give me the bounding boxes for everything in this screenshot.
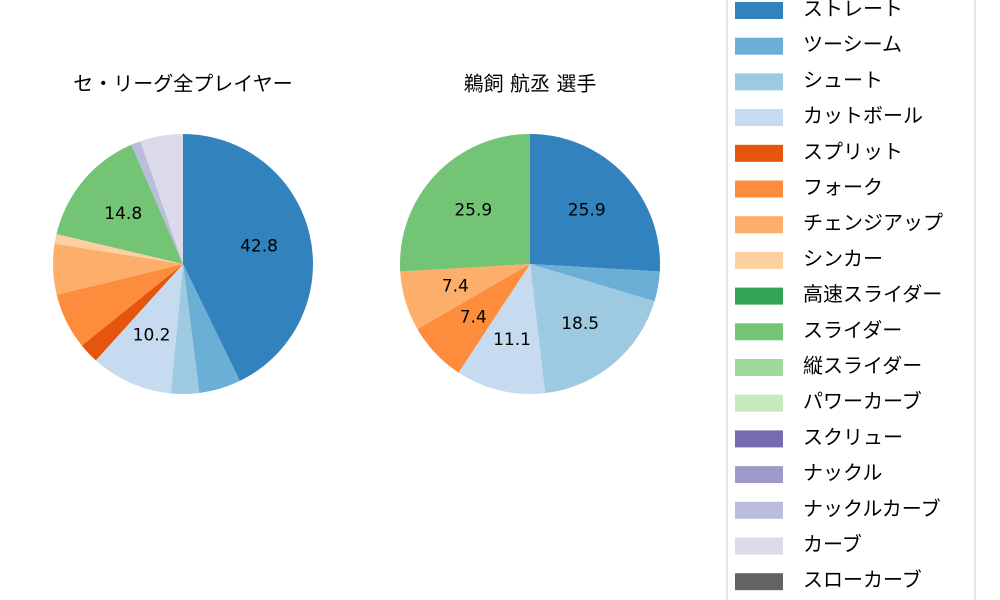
pie-slice (400, 264, 530, 329)
legend-label: カットボール (803, 104, 923, 128)
legend-label: 高速スライダー (803, 282, 942, 306)
legend-swatch (735, 394, 783, 412)
pie-slice (399, 134, 530, 272)
slice-label: 7.4 (442, 276, 469, 296)
pie-slice (170, 264, 200, 395)
pie-slice (530, 264, 655, 394)
legend-swatch (735, 359, 783, 376)
legend-swatch (735, 501, 783, 519)
legend-label: シンカー (803, 246, 883, 270)
legend-label: パワーカーブ (803, 389, 922, 413)
pie-slice (95, 264, 183, 394)
pie-slice (131, 141, 183, 264)
slice-label: 25.9 (568, 200, 606, 220)
pie-slice (56, 264, 183, 346)
legend-label: スライダー (803, 318, 902, 342)
slice-label: 10.2 (133, 325, 171, 345)
pie-title: 鵜飼 航丞 選手 (464, 72, 597, 96)
legend-swatch (735, 216, 783, 234)
legend-label: 縦スライダー (803, 354, 922, 378)
legend-label: スクリュー (803, 425, 903, 449)
legend-label: ストレート (803, 0, 903, 21)
pie-slice (140, 134, 183, 264)
pie-title: セ・リーグ全プレイヤー (73, 72, 292, 96)
legend-label: スローカーブ (803, 568, 922, 592)
pie-slice (530, 264, 660, 302)
legend-swatch (735, 37, 783, 55)
legend-label: カーブ (803, 532, 862, 556)
legend-swatch (735, 73, 783, 91)
pie-slice (54, 234, 183, 264)
slice-label: 7.4 (460, 308, 487, 328)
legend-label: スプリット (803, 139, 903, 163)
pie-slice (417, 264, 530, 373)
legend-box (726, 0, 976, 600)
pie-slice (183, 134, 313, 381)
pie-slice (56, 144, 183, 264)
legend-label: ツーシーム (803, 32, 902, 56)
legend-swatch (735, 2, 783, 19)
slice-label: 18.5 (561, 314, 599, 334)
legend-swatch (735, 537, 783, 555)
legend-label: チェンジアップ (803, 211, 943, 235)
legend-swatch (735, 287, 783, 305)
legend-swatch (735, 430, 783, 448)
legend-swatch (735, 466, 783, 484)
slice-label: 25.9 (454, 200, 492, 220)
pie-slice (183, 264, 240, 393)
legend-swatch (735, 109, 783, 127)
legend-label: フォーク (803, 175, 883, 199)
pie-slice (53, 243, 183, 295)
legend-swatch (735, 323, 783, 341)
pie-slice (81, 264, 183, 361)
legend-swatch (735, 251, 783, 269)
slice-label: 14.8 (104, 204, 142, 224)
legend-label: ナックルカーブ (803, 496, 941, 520)
legend-label: ナックル (803, 461, 882, 485)
slice-label: 11.1 (493, 330, 531, 350)
legend-swatch (735, 573, 783, 591)
slice-label: 42.8 (240, 237, 278, 257)
pie-slice (458, 264, 546, 394)
legend-swatch (735, 144, 783, 162)
legend-swatch (735, 180, 783, 198)
legend-label: シュート (803, 68, 883, 92)
pie-slice (530, 134, 661, 272)
